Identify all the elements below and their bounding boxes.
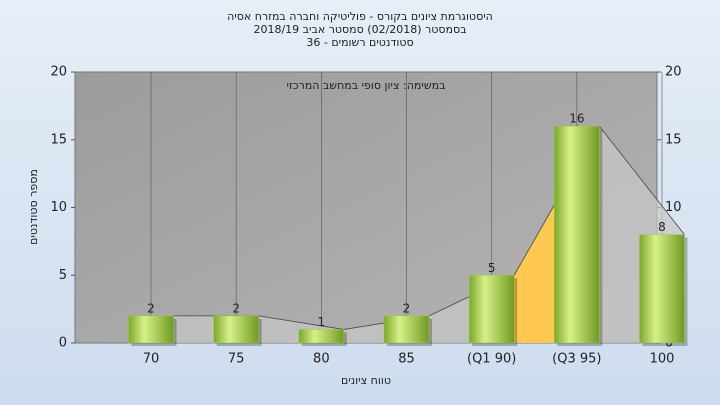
bar [213, 315, 259, 344]
y2-tick-label: 10 [665, 200, 682, 215]
value-label: 2 [403, 301, 411, 315]
y-tick-label: 10 [50, 200, 67, 215]
x-tick-label: (Q3 95) [552, 352, 601, 367]
bar [639, 234, 685, 344]
value-label: 8 [658, 220, 666, 234]
y2-tick-label: 15 [665, 132, 682, 147]
y-tick-label: 15 [50, 132, 67, 147]
bar [554, 125, 600, 344]
title-line: בסמסטר (02/2018) סמסטר אביב 2018/19 [253, 23, 466, 36]
y-tick-label: 0 [59, 336, 67, 351]
x-tick-label: 70 [143, 352, 160, 367]
bar [383, 315, 430, 344]
value-label: 1 [318, 315, 326, 329]
title-line: סטודנטים רשומים - 36 [306, 36, 413, 49]
x-tick-label: 80 [313, 352, 330, 367]
x-tick-label: 75 [228, 352, 245, 367]
value-label: 16 [569, 112, 584, 126]
y-tick-label: 5 [59, 268, 67, 283]
x-tick-label: 100 [650, 352, 675, 367]
y2-tick-label: 20 [665, 65, 682, 80]
value-label: 5 [488, 261, 496, 275]
value-label: 2 [232, 301, 240, 315]
y-axis-label: מספר סטודנטים [27, 169, 40, 245]
annotation: במשימה: ציון סופי במחשב המרכזי [286, 79, 445, 92]
x-tick-label: 85 [398, 352, 415, 367]
bar [128, 315, 174, 344]
bar [298, 329, 345, 344]
x-tick-label: (Q1 90) [467, 352, 516, 367]
bar [468, 275, 515, 344]
title-line: היסטוגרמת ציונים בקורס - פוליטיקה וחברה … [227, 10, 493, 23]
value-label: 2 [147, 301, 155, 315]
y-tick-label: 20 [50, 65, 67, 80]
x-axis-label: טווח ציונים [341, 374, 391, 387]
